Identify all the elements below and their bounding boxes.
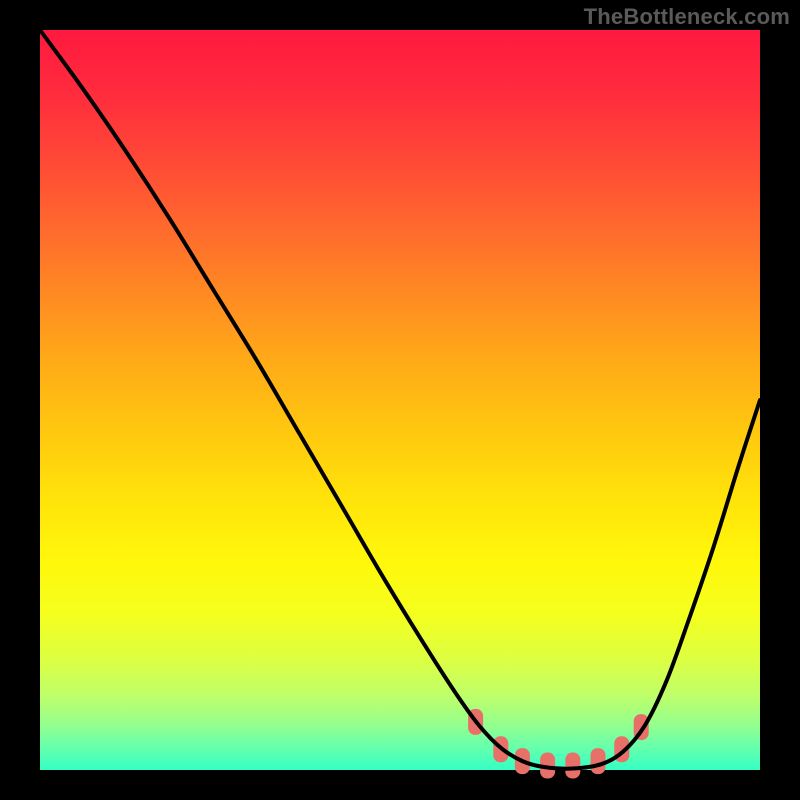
valley-marker <box>591 748 606 774</box>
plot-background <box>40 30 760 770</box>
watermark-text: TheBottleneck.com <box>584 4 790 30</box>
chart-stage: TheBottleneck.com <box>0 0 800 800</box>
valley-marker <box>565 753 580 779</box>
chart-svg <box>0 0 800 800</box>
